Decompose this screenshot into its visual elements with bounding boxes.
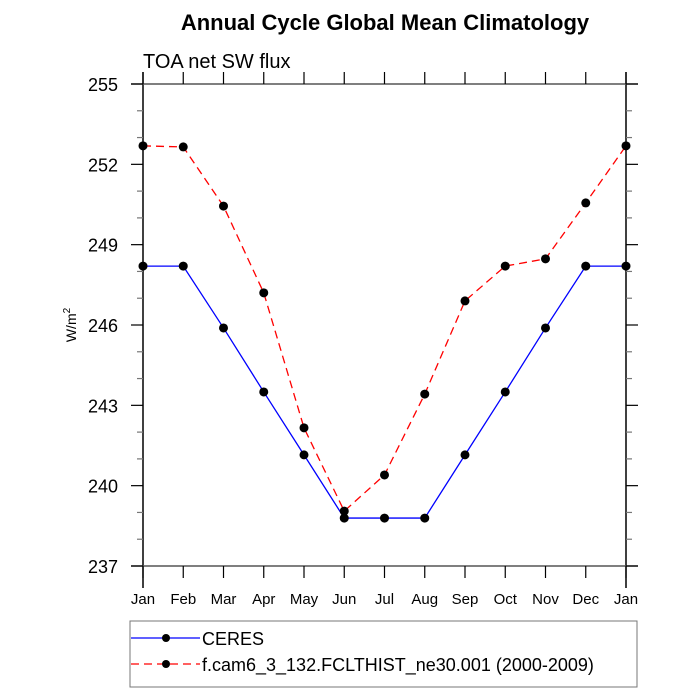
data-point: [259, 288, 269, 298]
axes: 237 240 243 246 249 252 255 Jan Feb Mar Apr May Jun J…: [88, 72, 638, 608]
y-tick-label: 237: [88, 557, 118, 577]
data-point: [500, 387, 510, 397]
series-ceres: [138, 261, 631, 523]
data-point: [460, 450, 470, 460]
y-tick-label: 243: [88, 396, 118, 416]
y-axis-label: W/m2: [62, 307, 79, 342]
data-point: [380, 513, 389, 523]
x-tick-label: Nov: [532, 591, 559, 608]
legend-marker: [162, 660, 170, 668]
data-point: [219, 323, 228, 333]
series-line: [143, 265, 626, 519]
data-point: [460, 296, 470, 306]
data-point: [541, 323, 550, 333]
x-tick-label: Mar: [211, 591, 237, 608]
y-tick-label: 240: [88, 477, 118, 497]
x-tick-label: Jul: [375, 591, 394, 608]
legend-label: f.cam6_3_132.FCLTHIST_ne30.001 (2000-200…: [202, 655, 594, 676]
chart-title: Annual Cycle Global Mean Climatology: [181, 10, 590, 35]
x-tick-label: Apr: [252, 591, 275, 608]
x-tick-label: Sep: [452, 591, 479, 608]
legend-label: CERES: [202, 629, 264, 649]
x-tick-label: Jan: [614, 591, 638, 608]
data-point: [178, 261, 188, 271]
x-tick-label: Oct: [494, 591, 518, 608]
data-point: [299, 423, 309, 433]
y-tick-label: 255: [88, 75, 118, 95]
y-axis-label-superscript: 2: [62, 307, 73, 313]
data-point: [219, 201, 228, 211]
data-point: [339, 513, 349, 523]
x-tick-label: May: [290, 591, 319, 608]
data-point: [178, 142, 188, 152]
data-point: [621, 141, 631, 151]
legend: CERES f.cam6_3_132.FCLTHIST_ne30.001 (200…: [129, 620, 638, 688]
legend-box: [129, 620, 638, 688]
y-tick-label: 249: [88, 236, 118, 256]
data-point: [259, 387, 269, 397]
x-tick-label: Jan: [131, 591, 155, 608]
series-line: [142, 145, 627, 513]
y-axis-label-text: W/m: [63, 313, 79, 342]
series-model: [138, 141, 631, 516]
chart-subtitle: TOA net SW flux: [143, 51, 290, 73]
y-tick-label: 252: [88, 155, 118, 175]
series-layer: [138, 141, 631, 523]
data-point: [138, 141, 148, 151]
data-point: [380, 470, 389, 480]
data-point: [299, 450, 309, 460]
data-point: [420, 389, 430, 399]
legend-item: f.cam6_3_132.FCLTHIST_ne30.001 (2000-200…: [131, 655, 594, 676]
data-point: [581, 198, 591, 208]
legend-marker: [162, 634, 170, 642]
data-point: [500, 261, 510, 271]
data-point: [621, 261, 631, 271]
x-tick-label: Aug: [411, 591, 438, 608]
x-tick-label: Dec: [572, 591, 599, 608]
data-point: [138, 261, 148, 271]
x-tick-label: Jun: [332, 591, 356, 608]
data-point: [420, 513, 430, 523]
data-point: [339, 506, 349, 516]
y-tick-label: 246: [88, 316, 118, 336]
data-point: [581, 261, 591, 271]
legend-item: CERES: [131, 629, 264, 649]
data-point: [541, 254, 550, 264]
x-tick-label: Feb: [170, 591, 196, 608]
